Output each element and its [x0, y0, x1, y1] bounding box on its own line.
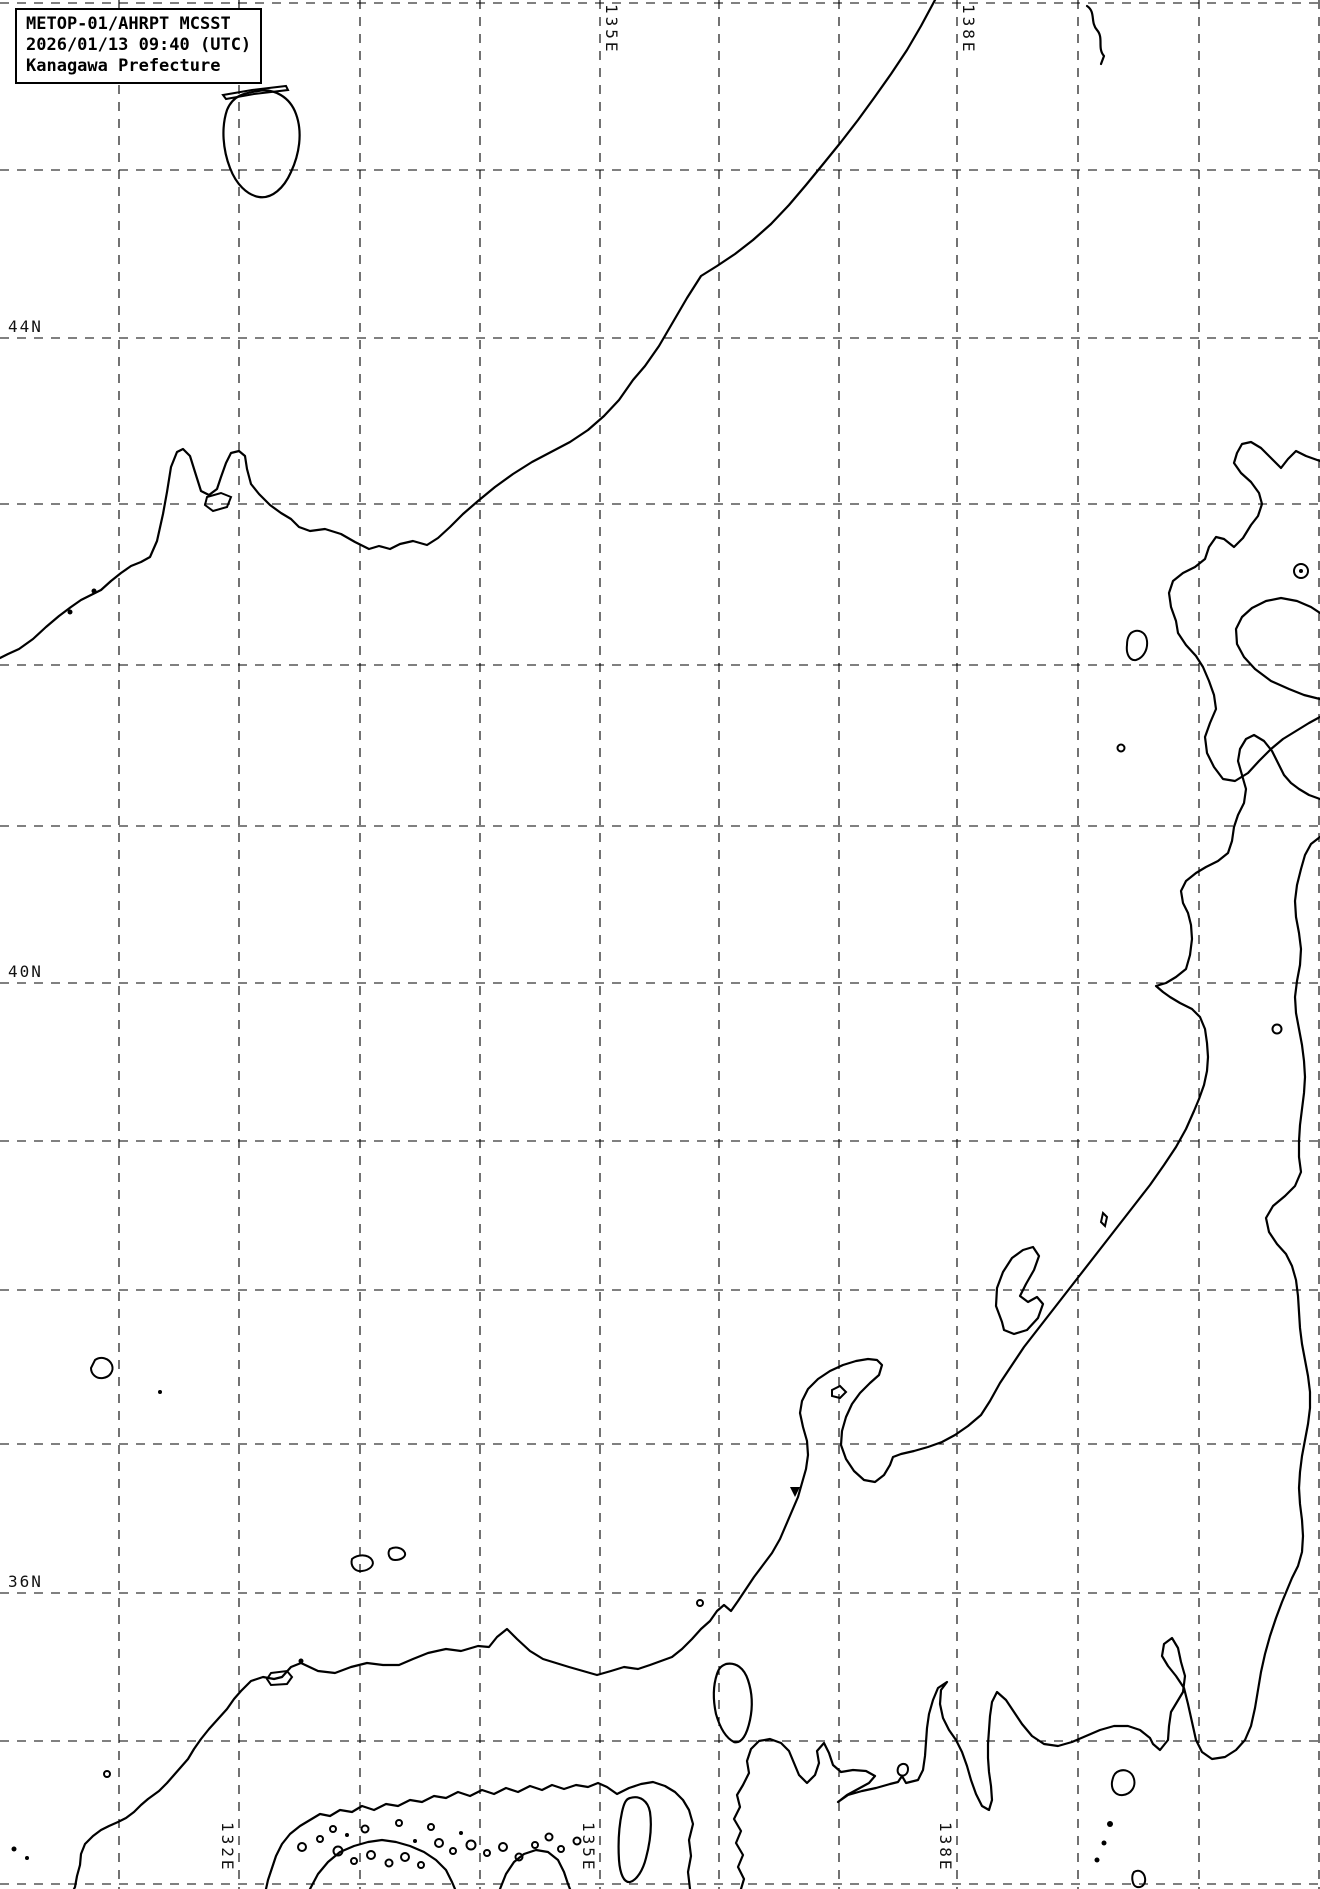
- izu-islet-2: [1101, 1840, 1107, 1846]
- lon-label-bottom-138E: 138E: [936, 1822, 955, 1873]
- vladivostok-islet-1: [67, 609, 73, 615]
- donut-islet: [1293, 563, 1309, 579]
- title-box: METOP-01/AHRPT MCSST 2026/01/13 09:40 (U…: [15, 8, 263, 84]
- coastline-hokkaido-west: [1167, 440, 1320, 783]
- oki-island-east: [387, 1546, 407, 1562]
- coastline-honshu-pacific: [732, 835, 1320, 1889]
- coastline-shikoku-west: [308, 1838, 457, 1889]
- seto-inland-sea-islands: [297, 1819, 582, 1869]
- lake-hamana: [896, 1762, 910, 1777]
- mishima-islet: [103, 1770, 111, 1778]
- lat-label-40N: 40N: [8, 962, 43, 981]
- lake-tazawa: [1271, 1023, 1283, 1035]
- lat-label-36N: 36N: [8, 1572, 43, 1591]
- wakasa-islet: [696, 1599, 704, 1607]
- sado-island: [994, 1245, 1045, 1336]
- vladivostok-islet-2: [91, 588, 97, 594]
- lon-label-top-138E: 138E: [959, 4, 978, 55]
- russky-island: [203, 491, 233, 513]
- coastline-asia-mainland: [0, 0, 937, 660]
- lake-shinji: [265, 1669, 294, 1687]
- sw-corner-islet-1: [11, 1846, 17, 1852]
- lake-khanka: [222, 89, 301, 199]
- kaga-marsh: [790, 1487, 800, 1497]
- noto-lagoon: [831, 1384, 848, 1400]
- lake-khanka-sliver: [221, 84, 290, 101]
- awaji-island: [617, 1796, 652, 1884]
- izu-islet-3: [1094, 1857, 1100, 1863]
- niijima-island: [1131, 1869, 1147, 1889]
- izu-islet-1: [1107, 1821, 1113, 1827]
- lon-label-bottom-132E: 132E: [218, 1822, 237, 1873]
- dokdo-islet: [158, 1390, 162, 1394]
- lake-biwa: [712, 1662, 753, 1744]
- lon-label-top-135E: 135E: [602, 4, 621, 55]
- lat-label-44N: 44N: [8, 317, 43, 336]
- ulleungdo-islet: [89, 1356, 114, 1380]
- izu-oshima-island: [1110, 1769, 1136, 1797]
- coastline-uchiura-bay: [1234, 596, 1320, 701]
- title-product: METOP-01/AHRPT MCSST: [26, 14, 231, 34]
- coastline-shikoku-east: [498, 1848, 572, 1889]
- okushiri-island: [1125, 629, 1149, 662]
- kyuroku-islet: [1116, 743, 1126, 753]
- coastline-sanyo-osaka: [264, 1780, 695, 1889]
- title-region: Kanagawa Prefecture: [26, 56, 221, 76]
- oki-island-west: [350, 1554, 374, 1573]
- awashima-islet: [1099, 1211, 1109, 1228]
- sw-corner-islet-2: [25, 1856, 29, 1860]
- coastline-honshu-japan-sea: [72, 733, 1320, 1889]
- swath-squiggle: [1085, 4, 1106, 66]
- lon-label-bottom-135E: 135E: [579, 1822, 598, 1873]
- donut-islet-core: [1299, 569, 1303, 573]
- title-datetime: 2026/01/13 09:40 (UTC): [26, 35, 252, 55]
- nakaumi-dot: [298, 1658, 304, 1664]
